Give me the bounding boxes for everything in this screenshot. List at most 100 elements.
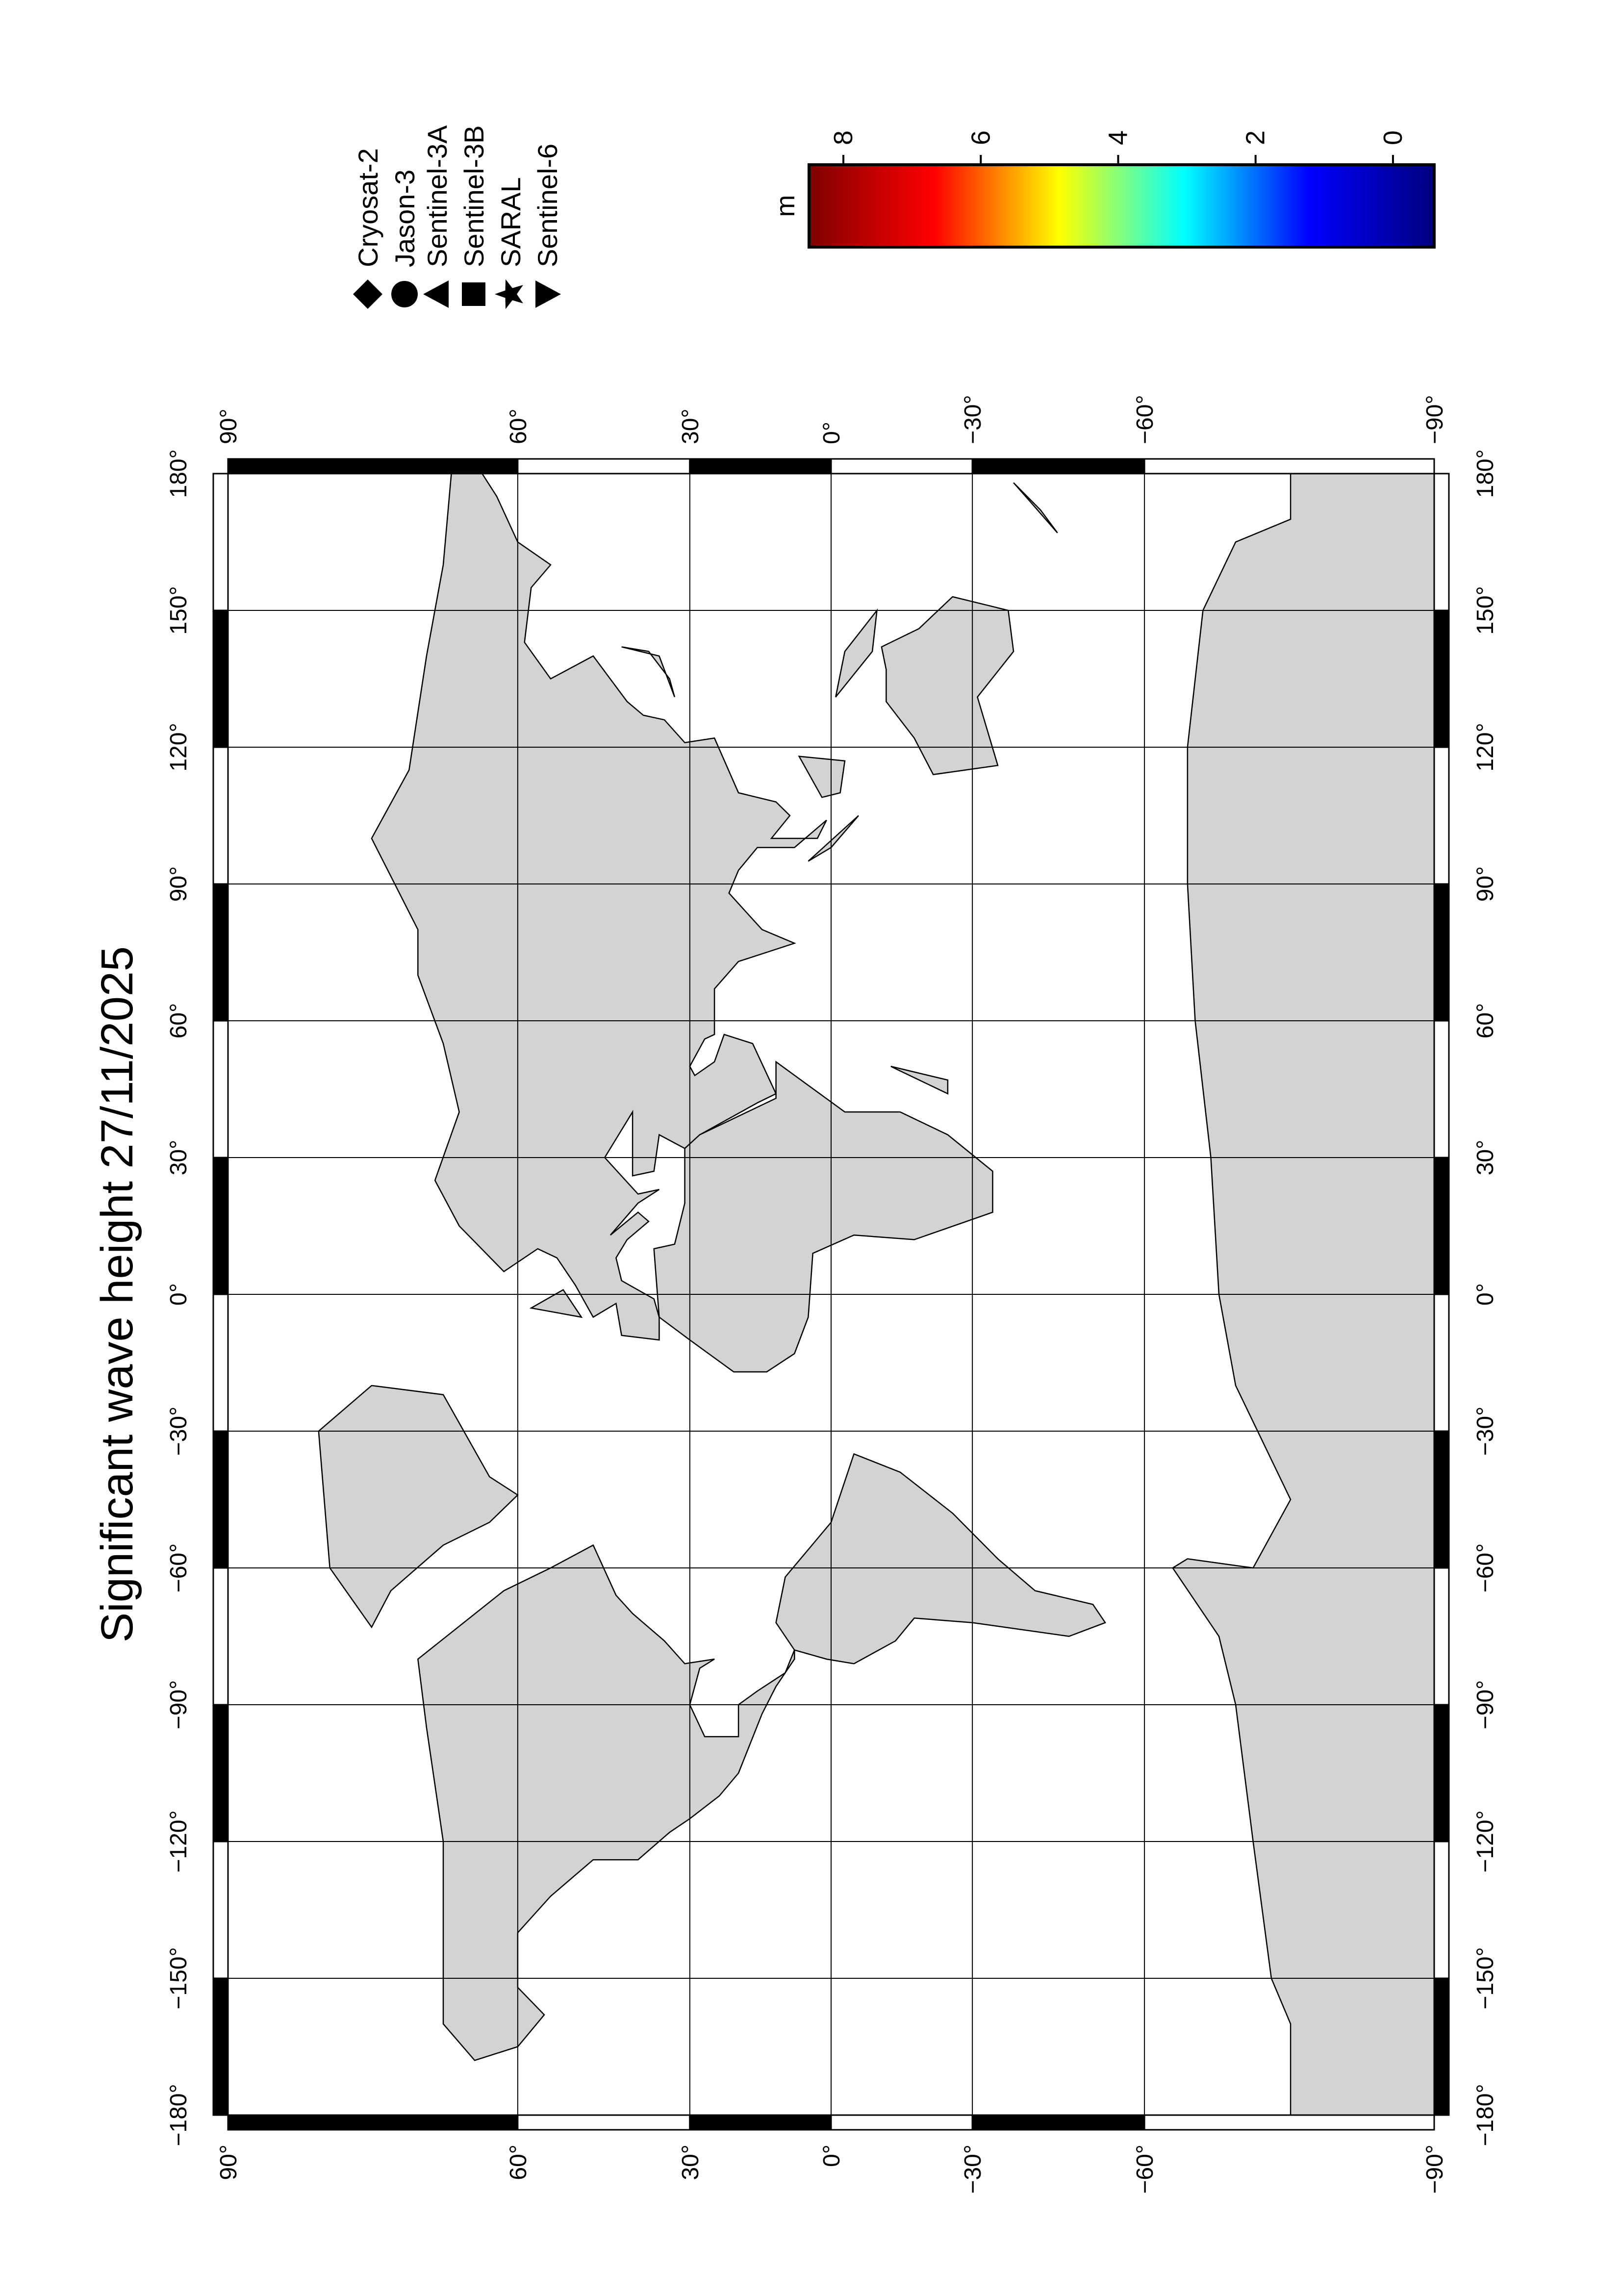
lon-tick-label: −30°: [1472, 1407, 1498, 1456]
legend-label: Sentinel-3A: [422, 125, 453, 267]
lon-tick-label: −30°: [166, 1407, 192, 1456]
lat-tick-label: 30°: [678, 408, 704, 444]
frame-segment: [212, 1157, 229, 1295]
frame-segment: [212, 1293, 229, 1432]
lat-tick-label: −30°: [960, 2145, 986, 2194]
lon-tick-label: −60°: [1472, 1543, 1498, 1593]
frame-segment: [1433, 1293, 1450, 1432]
frame-segment: [227, 458, 519, 475]
lon-tick-label: 90°: [1472, 866, 1498, 902]
frame-segment: [1433, 473, 1450, 611]
colorbar-tick-label: 6: [966, 130, 995, 145]
lat-tick-label: 0°: [819, 422, 845, 444]
map-title: Significant wave height 27/11/2025: [92, 946, 142, 1642]
legend-label: Sentinel-6: [532, 144, 563, 267]
land: [529, 1289, 583, 1318]
frame-segment: [971, 458, 1145, 475]
legend-symbol: [462, 282, 485, 306]
frame-segment: [1433, 1977, 1450, 2116]
lon-tick-label: 0°: [166, 1283, 192, 1306]
frame-segment: [830, 2114, 973, 2131]
lon-tick-label: −120°: [166, 1810, 192, 1872]
land: [318, 1385, 519, 1629]
legend-label: SARAL: [495, 177, 526, 267]
frame-segment: [227, 2114, 519, 2131]
lon-tick-label: −90°: [166, 1680, 192, 1730]
frame-segment: [1433, 1841, 1450, 1979]
frame-segment: [517, 2114, 691, 2131]
lon-tick-label: 150°: [166, 586, 192, 634]
lon-tick-label: 60°: [1472, 1003, 1498, 1039]
lat-tick-label: 30°: [678, 2145, 704, 2180]
frame-segment: [212, 609, 229, 748]
land: [881, 596, 1014, 776]
lon-tick-label: −90°: [1472, 1680, 1498, 1730]
lon-tick-label: 120°: [166, 723, 192, 771]
frame-segment: [689, 458, 832, 475]
lon-tick-label: 90°: [166, 866, 192, 902]
land: [808, 815, 859, 862]
colorbar-label: m: [771, 195, 800, 217]
lon-tick-label: −150°: [166, 1947, 192, 2009]
lon-tick-label: −180°: [166, 2084, 192, 2146]
colorbar-tick-label: 0: [1378, 130, 1408, 145]
colorbar-tick-label: 2: [1241, 130, 1270, 145]
colorbar-tick-label: 8: [829, 130, 858, 145]
frame-segment: [1433, 1157, 1450, 1295]
frame-segment: [212, 473, 229, 611]
legend-label: Cryosat-2: [353, 148, 383, 267]
land: [621, 646, 676, 698]
lon-tick-label: 0°: [1472, 1283, 1498, 1306]
lat-tick-label: −30°: [960, 395, 986, 444]
lon-tick-label: −180°: [1472, 2084, 1498, 2146]
lat-tick-label: −90°: [1422, 395, 1448, 444]
lon-tick-label: 30°: [1472, 1140, 1498, 1176]
lon-tick-label: 60°: [166, 1003, 192, 1039]
frame-segment: [1433, 609, 1450, 748]
land: [890, 1065, 949, 1095]
frame-segment: [212, 1567, 229, 1706]
lon-tick-label: −120°: [1472, 1810, 1498, 1872]
frame-segment: [212, 1704, 229, 1842]
frame-segment: [1143, 2114, 1435, 2131]
frame-segment: [971, 2114, 1145, 2131]
lon-tick-label: 120°: [1472, 723, 1498, 771]
frame-segment: [212, 883, 229, 1022]
frame-segment: [1433, 1020, 1450, 1159]
landscape-frame: Significant wave height 27/11/2025 −180°…: [92, 125, 1498, 2194]
legend-symbol: [353, 279, 382, 309]
legend-symbol: [423, 280, 449, 308]
frame-segment: [212, 1841, 229, 1979]
land: [798, 756, 846, 798]
lon-tick-label: 180°: [1472, 449, 1498, 498]
land: [371, 473, 827, 1341]
lon-tick-label: 150°: [1472, 586, 1498, 634]
lat-tick-label: −90°: [1422, 2145, 1448, 2194]
frame-segment: [1433, 1430, 1450, 1569]
legend-label: Jason-3: [389, 170, 420, 267]
frame-segment: [212, 1977, 229, 2116]
frame-segment: [212, 746, 229, 885]
map-border: [227, 473, 1435, 2116]
lon-tick-label: 180°: [166, 449, 192, 498]
lat-tick-label: −60°: [1132, 2145, 1158, 2194]
lat-tick-label: −60°: [1132, 395, 1158, 444]
frame-segment: [1433, 746, 1450, 885]
lat-tick-label: 60°: [506, 408, 532, 444]
land: [1013, 482, 1058, 533]
colorbar-tick-label: 4: [1103, 130, 1133, 145]
frame-segment: [212, 1430, 229, 1569]
frame-segment: [1433, 883, 1450, 1022]
legend-label: Sentinel-3B: [458, 125, 489, 267]
frame-segment: [1143, 458, 1435, 475]
colorbar: [808, 163, 1436, 249]
land: [775, 1453, 1107, 1665]
lat-tick-label: 0°: [819, 2145, 845, 2167]
lon-tick-label: 30°: [166, 1140, 192, 1176]
frame-segment: [1433, 1567, 1450, 1706]
lon-tick-label: −60°: [166, 1543, 192, 1593]
lat-tick-label: 90°: [216, 408, 242, 444]
